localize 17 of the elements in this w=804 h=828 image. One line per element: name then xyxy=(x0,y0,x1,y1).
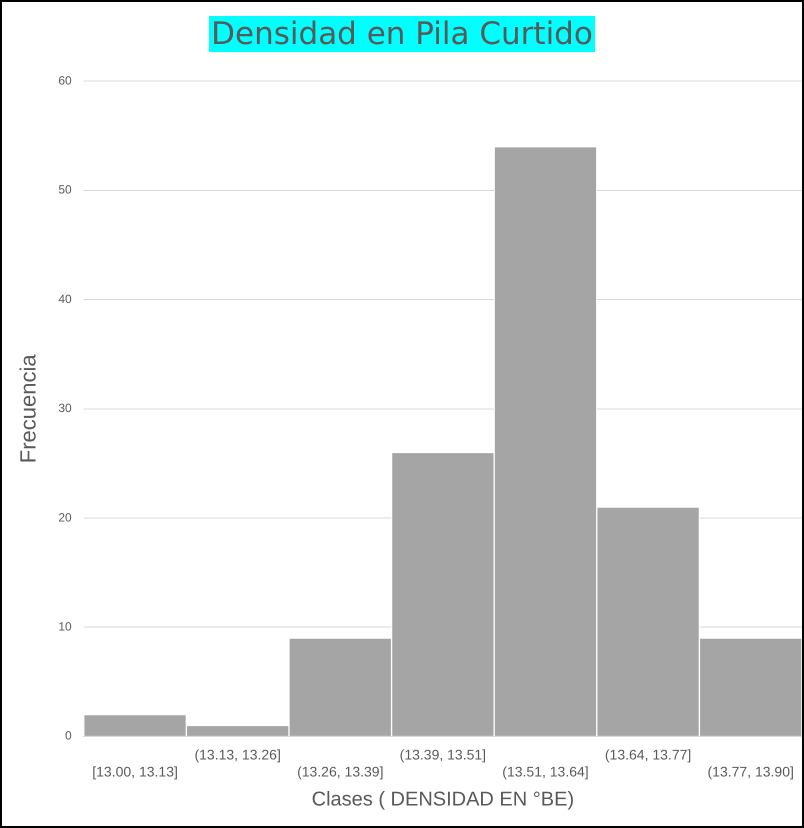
x-tick-label: [13.00, 13.13] xyxy=(92,763,178,780)
y-tick-label: 20 xyxy=(58,510,72,524)
x-tick-label: (13.77, 13.90] xyxy=(707,763,794,780)
y-tick-label: 50 xyxy=(58,182,72,197)
y-tick-label: 60 xyxy=(58,74,72,88)
x-axis-title: Clases ( DENSIDAD EN °BE) xyxy=(312,788,574,811)
x-tick-label: (13.51, 13.64] xyxy=(502,763,589,780)
x-tick-label: (13.13, 13.26] xyxy=(194,746,281,763)
x-tick-label: (13.39, 13.51] xyxy=(400,746,486,763)
y-tick-label: 0 xyxy=(65,728,72,743)
y-axis-title: Frecuencia xyxy=(15,354,40,464)
y-tick-label: 30 xyxy=(58,401,72,416)
x-tick-label: (13.64, 13.77] xyxy=(604,746,692,763)
x-tick-label: (13.26, 13.39] xyxy=(297,763,384,780)
chart-title: Densidad en Pila Curtido xyxy=(209,16,595,52)
y-tick-label: 40 xyxy=(58,292,72,306)
y-tick-label: 10 xyxy=(58,620,72,634)
